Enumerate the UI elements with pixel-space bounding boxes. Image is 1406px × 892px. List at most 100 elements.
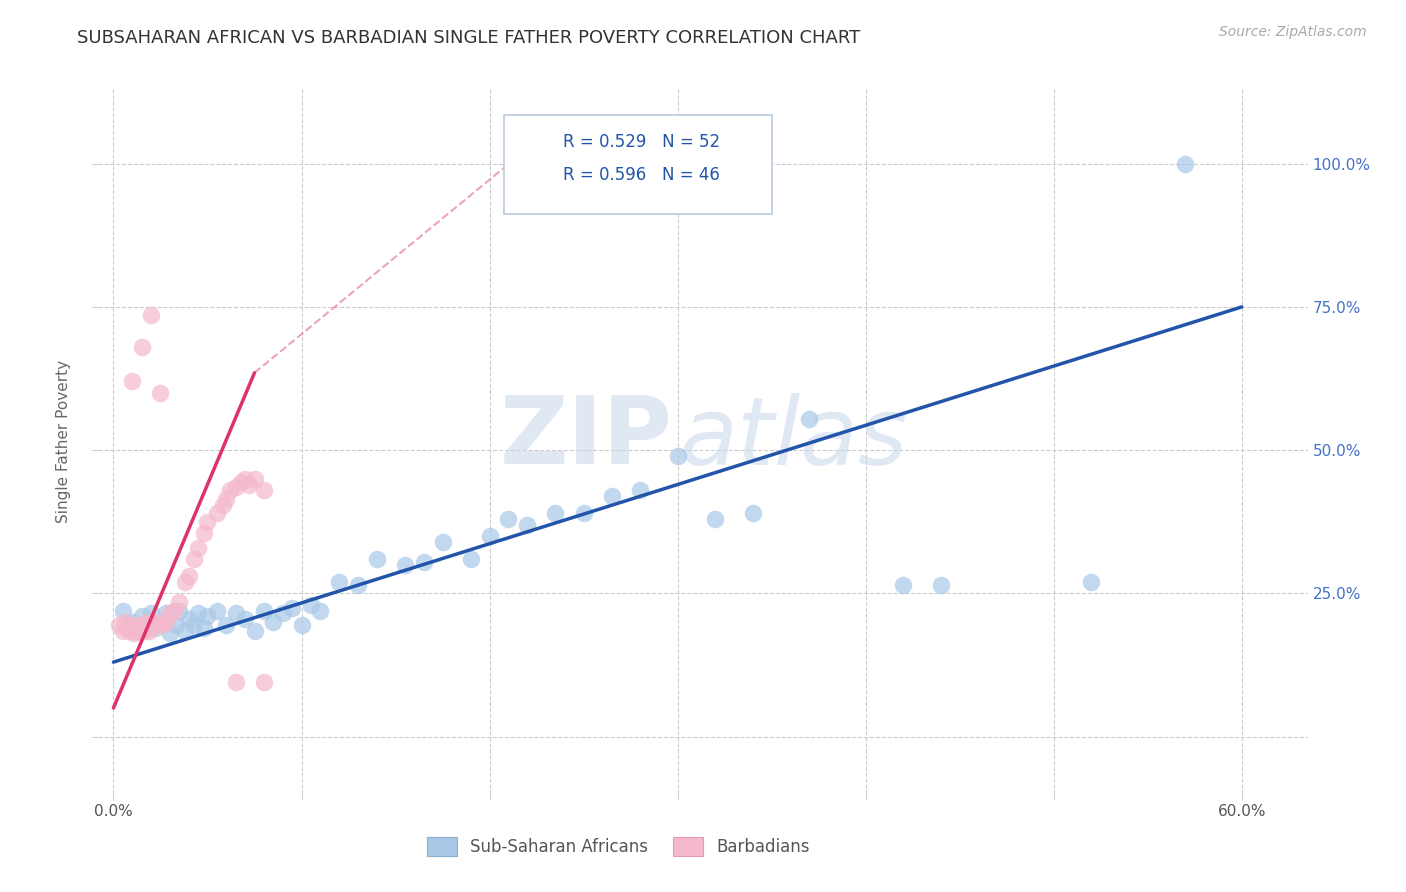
Point	[516, 517, 538, 532]
Point	[183, 618, 205, 632]
Point	[215, 618, 238, 632]
Point	[262, 615, 284, 629]
Point	[704, 512, 727, 526]
Point	[197, 515, 219, 529]
Point	[177, 612, 200, 626]
Point	[193, 621, 215, 635]
Point	[478, 529, 501, 543]
Point	[155, 615, 177, 629]
Point	[253, 603, 276, 617]
Point	[271, 607, 294, 621]
Point	[666, 449, 689, 463]
Point	[309, 603, 332, 617]
Text: ZIP: ZIP	[501, 392, 672, 484]
Point	[131, 618, 153, 632]
Point	[572, 506, 595, 520]
Point	[131, 609, 153, 624]
Text: SUBSAHARAN AFRICAN VS BARBADIAN SINGLE FATHER POVERTY CORRELATION CHART: SUBSAHARAN AFRICAN VS BARBADIAN SINGLE F…	[77, 29, 860, 46]
Point	[117, 624, 139, 638]
Point	[121, 375, 143, 389]
Point	[108, 618, 131, 632]
Point	[299, 598, 322, 612]
Point	[238, 477, 260, 491]
Point	[121, 621, 143, 635]
Point	[115, 621, 138, 635]
Point	[225, 675, 247, 690]
Point	[412, 555, 434, 569]
Point	[174, 624, 197, 638]
Point	[127, 624, 149, 638]
Point	[155, 607, 177, 621]
Point	[132, 624, 155, 638]
Point	[544, 506, 567, 520]
Point	[169, 595, 191, 609]
Point	[243, 472, 266, 486]
Point	[143, 621, 166, 635]
Point	[159, 607, 181, 621]
Point	[139, 615, 162, 629]
Point	[253, 675, 276, 690]
Point	[741, 506, 763, 520]
Point	[219, 483, 242, 498]
Point	[165, 618, 187, 632]
Point	[628, 483, 651, 498]
Point	[205, 506, 228, 520]
Point	[1174, 156, 1197, 170]
Point	[366, 552, 388, 566]
Point	[120, 618, 142, 632]
Point	[394, 558, 416, 572]
Point	[128, 621, 150, 635]
Point	[347, 578, 370, 592]
Point	[205, 603, 228, 617]
Point	[111, 624, 134, 638]
Point	[143, 618, 166, 632]
Text: Source: ZipAtlas.com: Source: ZipAtlas.com	[1219, 25, 1367, 39]
Point	[121, 615, 143, 629]
Point	[148, 615, 170, 629]
Point	[136, 615, 159, 629]
Point	[149, 615, 172, 629]
Point	[111, 603, 134, 617]
Point	[159, 626, 181, 640]
Point	[131, 340, 153, 354]
Text: R = 0.529   N = 52: R = 0.529 N = 52	[562, 133, 720, 152]
Point	[150, 618, 173, 632]
Y-axis label: Single Father Poverty: Single Father Poverty	[56, 360, 72, 523]
Point	[134, 618, 156, 632]
Point	[225, 480, 247, 494]
Point	[183, 552, 205, 566]
Point	[174, 574, 197, 589]
Point	[799, 411, 821, 425]
Text: atlas: atlas	[679, 392, 907, 483]
Point	[225, 607, 247, 621]
Point	[233, 472, 256, 486]
Point	[1080, 574, 1102, 589]
Point	[125, 618, 148, 632]
Point	[197, 609, 219, 624]
Point	[215, 491, 238, 506]
Point	[211, 498, 233, 512]
Point	[231, 475, 253, 489]
Point	[432, 534, 454, 549]
Point	[891, 578, 914, 592]
Point	[125, 624, 148, 638]
Point	[139, 607, 162, 621]
Point	[290, 618, 312, 632]
Point	[600, 489, 623, 503]
Point	[114, 615, 136, 629]
Point	[136, 618, 159, 632]
Point	[243, 624, 266, 638]
Point	[328, 574, 350, 589]
Point	[193, 526, 215, 541]
Point	[187, 541, 209, 555]
Point	[169, 603, 191, 617]
Point	[138, 624, 160, 638]
Point	[177, 569, 200, 583]
Text: R = 0.596   N = 46: R = 0.596 N = 46	[562, 166, 720, 185]
Point	[139, 309, 162, 323]
Point	[122, 626, 145, 640]
Legend: Sub-Saharan Africans, Barbadians: Sub-Saharan Africans, Barbadians	[427, 837, 810, 856]
Point	[281, 600, 304, 615]
Point	[460, 552, 482, 566]
Point	[253, 483, 276, 498]
